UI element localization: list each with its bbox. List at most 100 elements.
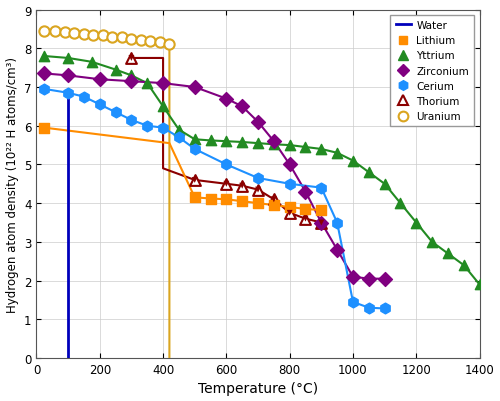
Point [333,247,341,253]
Point [143,123,151,130]
Point [146,38,154,45]
Point [40,28,48,35]
Point [159,81,167,87]
Point [254,187,262,193]
Point [365,305,373,311]
Point [254,119,262,126]
Point [118,35,126,42]
Point [156,40,164,47]
Point [238,183,246,189]
Point [318,207,326,214]
Point [52,28,60,35]
Point [270,139,278,145]
Point [64,56,72,62]
Point [137,37,145,44]
Point [380,276,388,282]
Point [270,142,278,148]
Point [270,196,278,203]
Point [412,220,420,226]
Point [96,102,104,108]
Point [302,206,310,213]
Point [40,54,48,60]
Point [254,175,262,182]
X-axis label: Temperature (°C): Temperature (°C) [198,381,318,395]
Point [380,306,388,312]
Point [190,85,198,91]
Point [428,239,436,245]
Point [238,140,246,146]
Point [143,81,151,87]
Point [128,56,136,62]
Point [190,194,198,201]
Point [286,162,294,168]
Point [90,32,98,39]
Point [254,200,262,207]
Point [166,42,173,49]
Point [175,135,183,141]
Point [460,262,468,269]
Point [286,210,294,217]
Point [238,104,246,110]
Point [128,73,136,79]
Point [222,181,230,188]
Point [64,73,72,79]
Point [190,177,198,184]
Legend: Water, Lithium, Yttrium, Zirconium, Cerium, Thorium, Uranium: Water, Lithium, Yttrium, Zirconium, Ceri… [390,16,474,127]
Point [318,220,326,226]
Point [286,204,294,211]
Point [286,210,294,217]
Point [128,36,136,43]
Point [286,142,294,149]
Point [96,77,104,83]
Point [70,30,78,37]
Point [238,198,246,205]
Point [286,181,294,188]
Point [40,125,48,132]
Point [222,162,230,168]
Point [108,34,116,41]
Point [206,196,214,202]
Point [254,141,262,147]
Point [318,220,326,226]
Point [365,170,373,176]
Point [444,251,452,257]
Point [88,59,96,66]
Point [349,158,357,164]
Point [40,87,48,93]
Point [333,150,341,157]
Point [349,299,357,305]
Point [318,146,326,153]
Point [302,216,310,222]
Point [40,71,48,77]
Point [254,187,262,193]
Point [128,56,136,62]
Point [365,276,373,282]
Point [190,177,198,184]
Point [222,139,230,145]
Point [270,196,278,203]
Point [99,33,107,40]
Point [64,90,72,97]
Point [222,196,230,203]
Point [80,31,88,38]
Point [159,125,167,132]
Point [396,200,404,207]
Point [349,274,357,280]
Point [128,79,136,85]
Point [302,144,310,151]
Point [112,109,120,116]
Point [61,30,69,36]
Point [128,117,136,124]
Point [190,146,198,153]
Point [318,185,326,191]
Point [175,127,183,134]
Point [159,104,167,110]
Point [318,220,326,226]
Point [206,138,214,144]
Point [302,216,310,222]
Point [333,220,341,226]
Y-axis label: Hydrogen atom density (10²² H atoms/cm³): Hydrogen atom density (10²² H atoms/cm³) [6,57,18,312]
Point [190,137,198,143]
Point [302,189,310,195]
Point [222,181,230,188]
